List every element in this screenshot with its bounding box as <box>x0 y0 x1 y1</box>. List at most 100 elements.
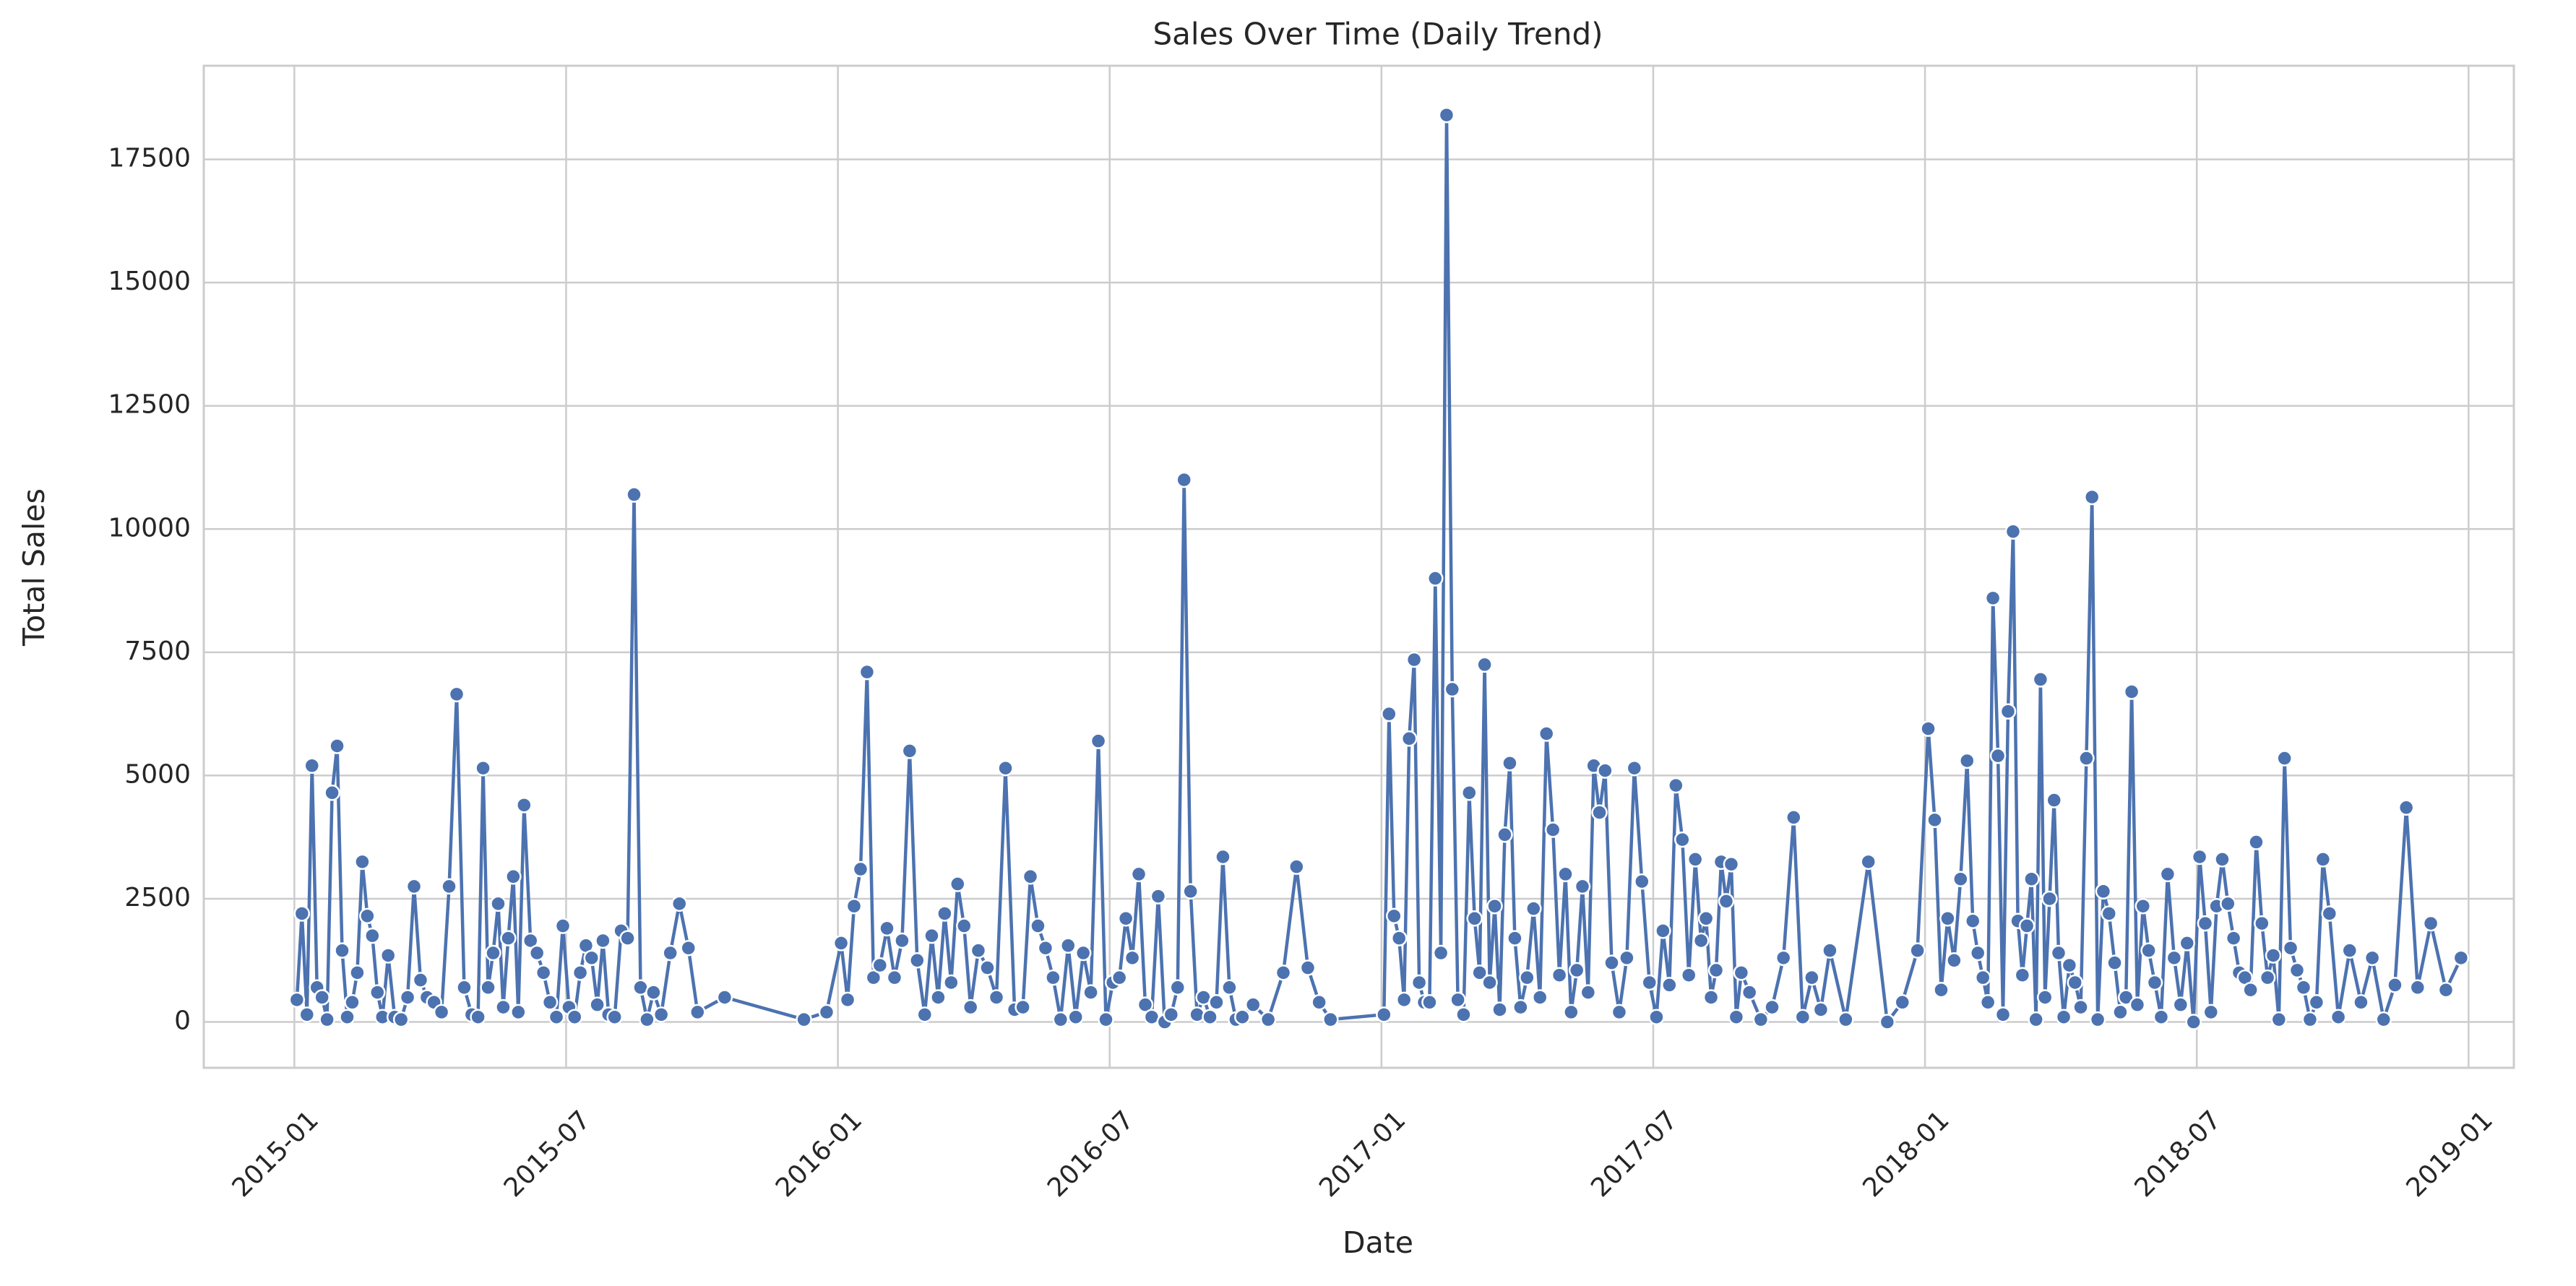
data-point <box>2146 974 2163 991</box>
data-point <box>392 1011 410 1028</box>
data-point <box>2197 915 2214 932</box>
data-point <box>845 897 863 915</box>
data-point <box>448 686 465 703</box>
data-point <box>2409 979 2426 996</box>
data-point <box>1984 590 2002 607</box>
data-point <box>1311 994 1327 1011</box>
data-point <box>405 878 423 895</box>
data-point <box>1111 969 1128 986</box>
data-point <box>1082 984 1099 1001</box>
data-point <box>1519 969 1535 986</box>
data-point <box>1999 703 2017 720</box>
data-point <box>1574 878 1591 895</box>
data-point <box>1909 942 1926 959</box>
data-point <box>1969 944 1986 962</box>
data-point <box>1438 106 1455 124</box>
data-point <box>1563 1004 1580 1021</box>
data-point <box>1952 871 1969 887</box>
data-point <box>858 663 876 681</box>
data-point <box>505 868 522 885</box>
data-point <box>1661 977 1678 993</box>
data-point <box>2191 848 2208 866</box>
data-point <box>1455 1006 1472 1023</box>
data-point <box>1090 733 1107 749</box>
y-tick-label: 17500 <box>108 144 191 173</box>
data-point <box>1603 954 1620 971</box>
data-point <box>324 785 340 801</box>
grid <box>204 66 2514 1068</box>
data-point <box>680 939 697 957</box>
data-point <box>2295 979 2312 996</box>
data-point <box>606 1009 623 1025</box>
data-point <box>354 853 371 871</box>
data-point <box>1381 705 1397 722</box>
data-point <box>1648 1009 1665 1025</box>
data-point <box>1557 866 1574 883</box>
data-point <box>1568 962 1585 979</box>
chart-title: Sales Over Time (Daily Trend) <box>1153 17 1603 52</box>
data-point <box>1591 804 1608 821</box>
data-point <box>495 998 512 1016</box>
data-point <box>1860 853 1877 871</box>
data-point <box>2225 930 2242 946</box>
data-point <box>1794 1009 1812 1025</box>
data-point <box>475 759 491 777</box>
data-point <box>619 930 636 946</box>
data-point <box>2055 1009 2072 1025</box>
data-point <box>2364 949 2381 967</box>
data-point <box>652 1006 670 1023</box>
data-point <box>1045 969 1061 986</box>
data-point <box>369 984 386 1001</box>
data-point <box>1697 910 1715 927</box>
data-point <box>344 994 361 1011</box>
data-point <box>1838 1011 1854 1028</box>
data-point <box>2028 1011 2044 1028</box>
data-point <box>1400 730 1418 747</box>
data-point <box>2014 967 2031 983</box>
data-point <box>839 991 856 1009</box>
data-point <box>1879 1014 1896 1030</box>
data-point <box>1946 952 1963 969</box>
data-point <box>2422 915 2439 932</box>
data-point <box>2214 851 2231 868</box>
data-point <box>1512 998 1529 1016</box>
y-tick-label: 5000 <box>124 759 191 789</box>
data-point <box>949 876 966 892</box>
data-point <box>1611 1004 1628 1021</box>
data-point <box>2353 994 2369 1011</box>
data-point <box>955 918 973 934</box>
data-point <box>2185 1014 2202 1030</box>
data-point <box>1137 996 1154 1013</box>
data-point <box>2135 897 2152 915</box>
data-point <box>1124 949 1141 967</box>
data-point <box>886 969 903 986</box>
data-point <box>595 932 611 949</box>
data-point <box>2004 523 2022 540</box>
data-point <box>1926 811 1943 829</box>
data-point <box>522 932 539 949</box>
data-point <box>548 1009 565 1025</box>
data-point <box>2078 750 2095 767</box>
data-point <box>1989 747 2007 764</box>
data-point <box>626 486 642 503</box>
y-tick-label: 2500 <box>124 883 191 912</box>
data-point <box>1427 570 1444 587</box>
data-point <box>871 957 889 974</box>
data-point <box>1674 831 1691 848</box>
data-point <box>1580 984 1597 1001</box>
data-point <box>2089 1011 2106 1028</box>
data-point <box>1376 1006 1392 1023</box>
data-point <box>1619 949 1635 967</box>
data-point <box>1939 910 1956 927</box>
data-point <box>339 1009 356 1025</box>
data-point <box>2341 942 2359 959</box>
data-point <box>535 964 552 981</box>
data-point <box>1395 991 1413 1009</box>
data-point <box>2265 947 2282 964</box>
data-point <box>2050 944 2067 962</box>
data-point <box>319 1011 335 1028</box>
data-point <box>293 905 311 922</box>
data-point <box>1496 827 1513 843</box>
data-point <box>1259 1011 1277 1028</box>
data-point <box>1544 821 1561 838</box>
